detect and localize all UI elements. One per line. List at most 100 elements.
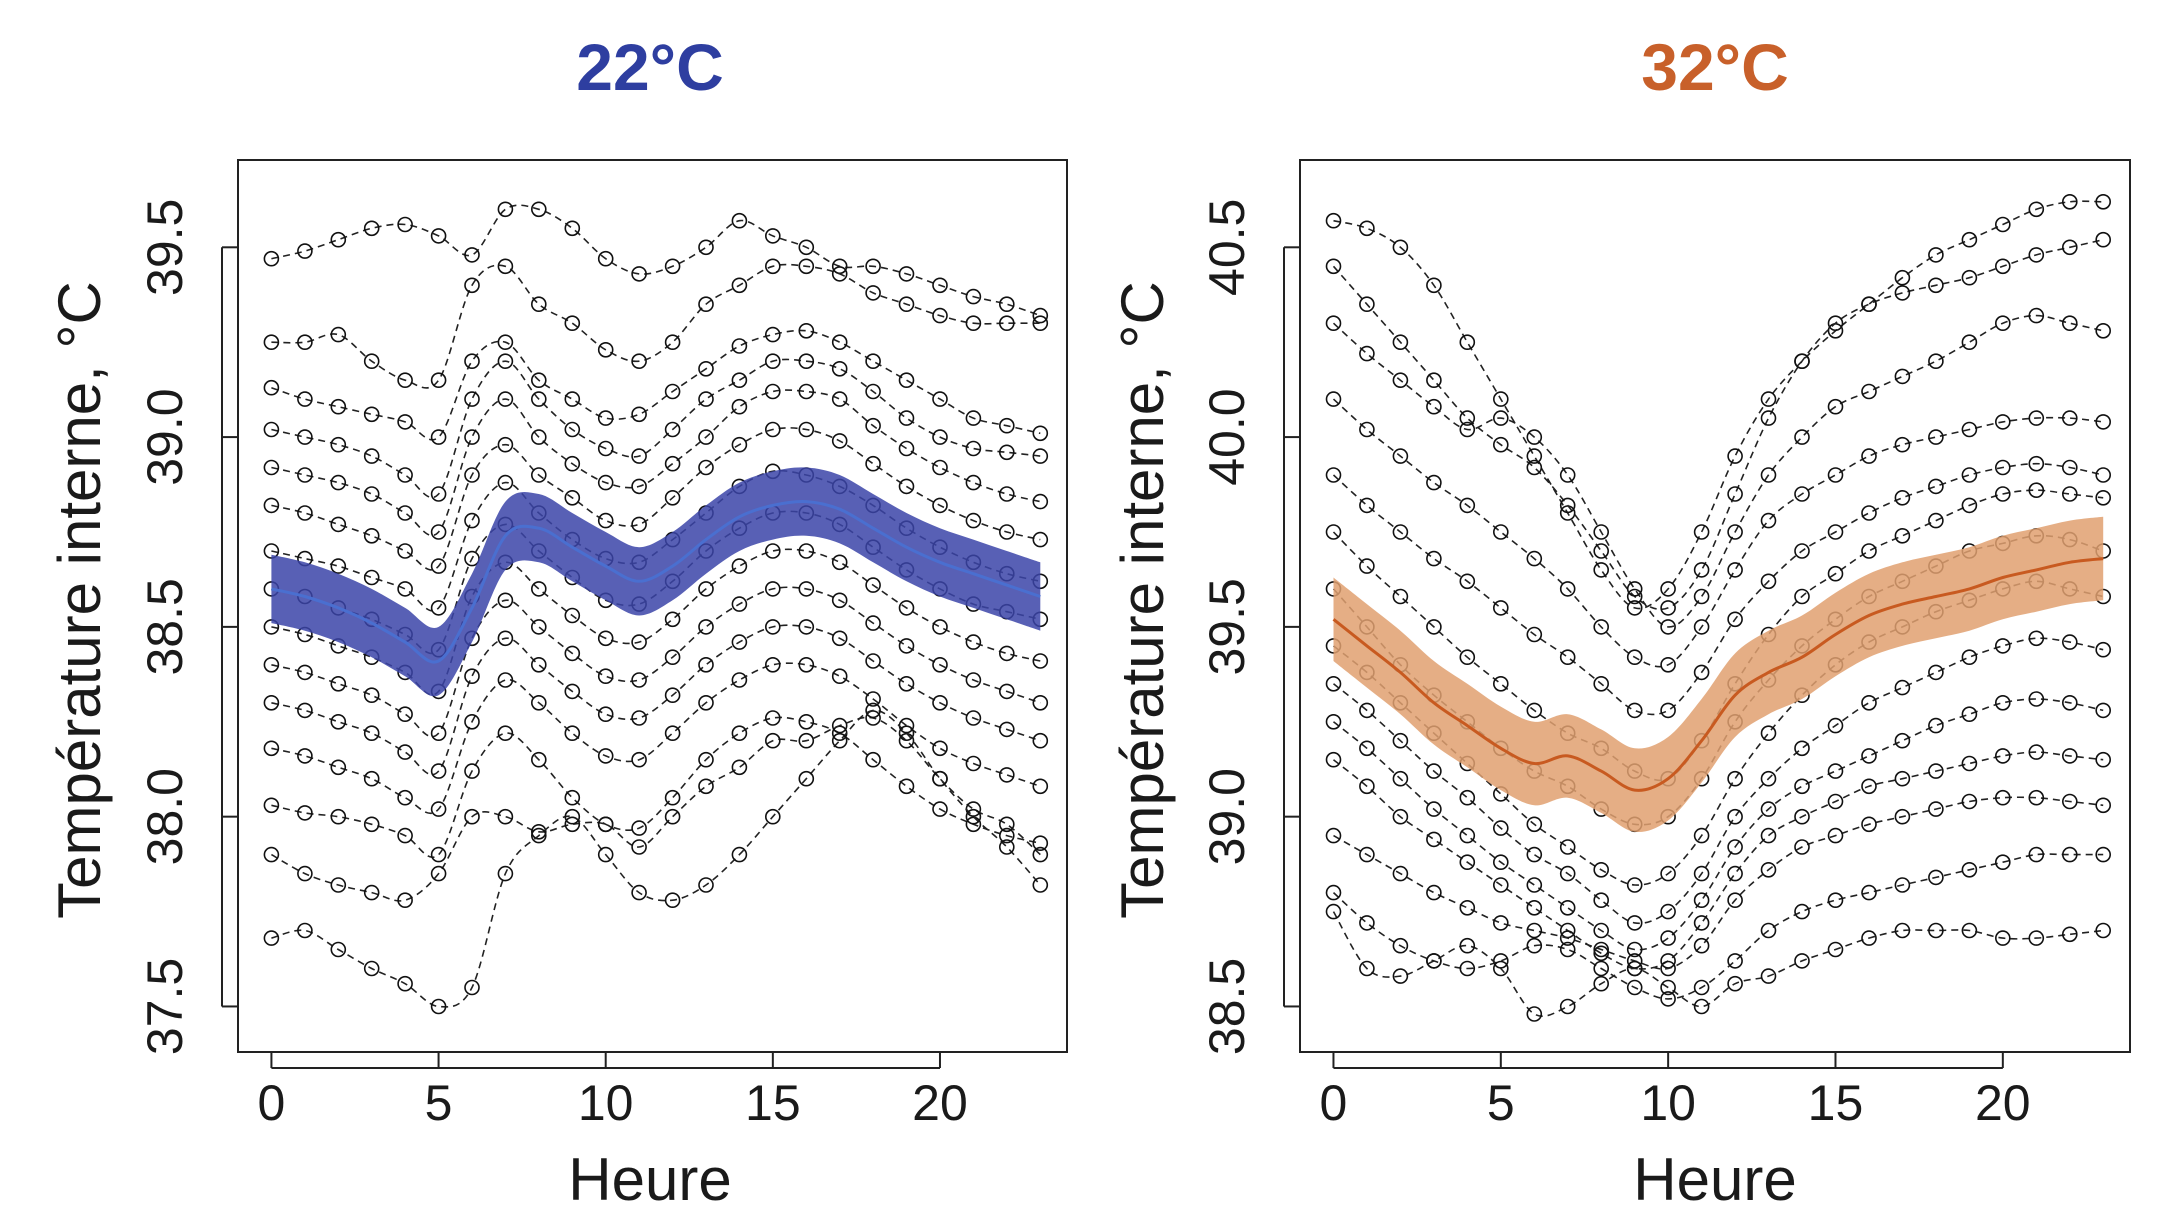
observation-point	[297, 748, 313, 764]
observation-point	[1894, 269, 1911, 286]
observation-point	[1760, 968, 1777, 984]
observation-point	[1827, 793, 1844, 810]
observation-point	[1794, 903, 1810, 920]
observation-point	[2028, 455, 2045, 472]
observation-point	[1526, 702, 1543, 719]
observation-point	[1861, 778, 1877, 795]
individual-curve	[1332, 398, 2104, 668]
observation-point	[1325, 391, 1342, 407]
observation-point	[898, 778, 915, 795]
observation-point	[2095, 846, 2111, 863]
observation-point	[1493, 410, 1509, 426]
observation-point	[1961, 755, 1978, 772]
observation-point	[2062, 634, 2078, 650]
observation-point	[1493, 391, 1509, 407]
observation-point	[1928, 277, 1944, 294]
y-axis-label-32c: Température interne, °C	[1109, 281, 1176, 919]
observation-point	[1727, 770, 1743, 787]
observation-point	[764, 258, 781, 275]
observation-point	[1961, 706, 1978, 723]
observation-point	[664, 649, 681, 666]
observation-point	[2028, 201, 2045, 218]
individual-curve	[271, 204, 1041, 317]
individual-curve	[1332, 314, 2104, 628]
observation-point	[798, 383, 815, 400]
x-tick-label: 10	[578, 1075, 634, 1131]
observation-point	[297, 865, 313, 882]
observation-point	[664, 725, 681, 742]
observation-point	[464, 247, 480, 263]
observation-point	[1526, 899, 1543, 916]
observation-point	[430, 372, 447, 389]
observation-point	[998, 524, 1015, 540]
observation-point	[464, 550, 480, 567]
individual-curve	[271, 548, 1041, 696]
observation-point	[397, 467, 413, 483]
observation-point	[998, 721, 1015, 738]
observation-point	[764, 581, 781, 597]
observation-point	[1526, 448, 1543, 464]
observation-point	[1593, 922, 1609, 939]
observation-point	[1426, 277, 1442, 294]
observation-point	[464, 467, 480, 483]
observation-point	[1325, 524, 1342, 540]
observation-point	[731, 596, 748, 612]
observation-point	[764, 421, 781, 438]
observation-point	[1861, 694, 1877, 711]
observation-point	[363, 569, 380, 586]
observation-point	[1660, 581, 1676, 597]
observation-point	[263, 846, 280, 863]
observation-point	[597, 706, 614, 723]
observation-point	[1426, 953, 1442, 969]
observation-point	[1392, 937, 1409, 954]
observation-point	[1426, 550, 1442, 567]
observation-point	[798, 619, 815, 635]
observation-point	[363, 486, 380, 502]
observation-point	[1861, 543, 1877, 559]
observation-point	[798, 322, 815, 339]
observation-point	[464, 512, 480, 529]
observation-point	[2028, 482, 2045, 499]
individual-curve	[271, 716, 1041, 902]
observation-point	[497, 436, 514, 453]
observation-point	[965, 755, 982, 772]
observation-point	[1626, 600, 1643, 616]
observation-point	[865, 353, 881, 370]
observation-point	[1032, 846, 1049, 863]
observation-point	[932, 277, 948, 294]
observation-point	[998, 816, 1015, 833]
individual-curve	[1332, 853, 2104, 1000]
observation-point	[1359, 345, 1375, 362]
observation-point	[430, 846, 447, 863]
observation-point	[297, 429, 313, 445]
observation-point	[330, 398, 347, 415]
observation-point	[1392, 770, 1409, 787]
individual-curve	[1332, 751, 2104, 970]
observation-point	[430, 998, 447, 1015]
observation-point	[1426, 474, 1442, 491]
observation-point	[631, 448, 647, 464]
observation-point	[464, 391, 480, 407]
observation-point	[1459, 789, 1476, 806]
observation-point	[1894, 527, 1911, 544]
observation-point	[1032, 653, 1049, 669]
y-tick-label: 38.5	[1199, 958, 1255, 1055]
observation-point	[564, 725, 581, 742]
observation-point	[1827, 467, 1844, 483]
observation-point	[1928, 353, 1944, 370]
observation-point	[2062, 486, 2078, 502]
observation-point	[831, 630, 848, 647]
observation-point	[1928, 478, 1944, 495]
observation-point	[464, 763, 480, 779]
y-tick-label: 40.5	[1199, 199, 1255, 296]
observation-point	[1493, 524, 1509, 540]
observation-point	[1359, 778, 1375, 795]
observation-point	[631, 406, 647, 423]
observation-point	[2095, 797, 2111, 814]
observation-point	[1760, 410, 1777, 426]
observation-point	[1995, 694, 2011, 711]
observation-point	[1459, 410, 1476, 426]
observation-point	[1459, 960, 1476, 977]
observation-point	[898, 675, 915, 692]
observation-point	[363, 527, 380, 544]
